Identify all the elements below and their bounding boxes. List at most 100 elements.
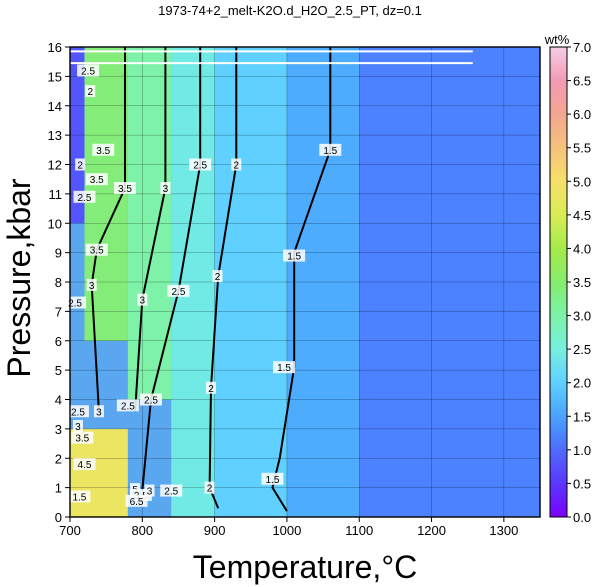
contour-label-box	[204, 481, 215, 494]
colorbar-tick-label: 4.5	[573, 208, 591, 223]
contour-label-box	[73, 190, 96, 203]
x-tick-label: 700	[59, 523, 81, 538]
contour-label-box	[73, 458, 96, 471]
colorbar-tick-label: 5.0	[573, 174, 591, 189]
contour-label: 2.5	[164, 487, 178, 498]
contour-label-box	[144, 484, 155, 497]
contour-line	[134, 47, 167, 412]
contour-labels: 2.523.522.53.53.5 32.5 21.53.532.5 32.521.5…	[64, 64, 342, 508]
colorbar-tick-label: 2.0	[573, 376, 591, 391]
x-tick-label: 900	[204, 523, 226, 538]
contour-label: 1.5	[266, 475, 280, 486]
contour-label: 3.5	[118, 184, 132, 195]
contour-label: 2.5	[193, 161, 207, 172]
colorbar-tick-label: 0.0	[573, 510, 591, 525]
contour-label-box	[206, 381, 216, 394]
colorbar: 0.0 0.5 1.0 1.5 2.0 2.5 3.0 3.5 4.0 4.5 5.0 5.5 6.0 6…	[544, 32, 591, 525]
chart-title: 1973-74+2_melt-K2O.d_H2O_2.5_PT, dz=0.1	[158, 3, 422, 18]
contour-label-box	[125, 494, 148, 507]
contour-label: 3.5	[75, 434, 89, 445]
y-tick-label: 4	[55, 393, 62, 408]
contour-label-box	[72, 419, 83, 432]
contour-label: 3	[140, 296, 146, 307]
contour-label: 2.5	[172, 287, 186, 298]
contour-label: 3.5	[90, 246, 104, 257]
contour-label-box	[75, 158, 86, 171]
y-tick-label: 3	[55, 422, 62, 437]
contour-label: 2.5	[68, 299, 82, 310]
colorbar-tick-label: 6.0	[573, 107, 591, 122]
contour-label-box	[116, 399, 139, 412]
colorbar-tick-label: 1.0	[573, 443, 591, 458]
contour-label-box	[71, 431, 94, 444]
contour-label-box	[139, 393, 162, 406]
contour-label-box	[85, 173, 108, 186]
contour-label: 2	[207, 484, 213, 495]
y-tick-label: 2	[55, 451, 62, 466]
colorbar-tick-label: 0.5	[573, 476, 591, 491]
x-tick-label: 1100	[345, 523, 373, 538]
x-tick-label: 800	[131, 523, 153, 538]
contour-label-box	[160, 182, 171, 194]
contour-label-box	[231, 158, 242, 171]
contour-label-box	[273, 361, 296, 374]
colorbar-tick-label: 3.5	[573, 275, 591, 290]
contour-label-box	[160, 484, 183, 497]
colorbar-label: wt%	[544, 32, 570, 47]
y-tick-label: 7	[55, 304, 62, 319]
y-tick-label: 10	[48, 216, 62, 231]
contour-label-box	[137, 293, 148, 306]
contour-label: 1.5	[277, 363, 291, 374]
contour-label: 1.5	[287, 252, 301, 263]
contour-label-box	[319, 143, 342, 156]
contour-label: 3	[96, 407, 102, 418]
y-tick-label: 9	[55, 246, 62, 261]
x-axis: 700 800 900 1000 1100 1200 1300	[59, 517, 518, 538]
y-tick-label: 13	[48, 128, 62, 143]
contour-label-box	[261, 472, 284, 485]
contour-label-box	[189, 158, 212, 171]
contour-label: 3	[147, 487, 153, 498]
contour-label-box	[86, 278, 97, 291]
contour-label-box	[283, 249, 306, 262]
colorbar-tick-label: 6.5	[573, 74, 591, 89]
contour-label-box	[66, 405, 89, 418]
contour-label-box	[68, 490, 91, 503]
plot-area: 2.523.522.53.53.5 32.5 21.53.532.5 32.521.5…	[64, 46, 541, 518]
contour-label-box	[93, 405, 104, 418]
contour-label: 2.5	[71, 407, 85, 418]
contour-label: 3.5	[96, 146, 110, 157]
contour-label: 4.5	[78, 460, 92, 471]
y-tick-label: 8	[55, 275, 62, 290]
contour-label: 6.5	[130, 497, 144, 508]
x-tick-label: 1300	[489, 523, 518, 538]
colorbar-gradient	[549, 46, 568, 518]
y-tick-label: 5	[55, 363, 62, 378]
contour-label-box	[85, 243, 108, 256]
y-tick-label: 15	[48, 69, 62, 84]
contour-label-box	[85, 85, 96, 98]
contour-label: 2	[208, 384, 214, 395]
y-tick-label: 11	[49, 187, 63, 202]
colorbar-tick-label: 5.5	[573, 141, 591, 156]
contour-label-box	[167, 284, 190, 297]
y-tick-label: 12	[48, 158, 62, 173]
contour-label: 2.5	[78, 193, 92, 204]
contour-label: 2.5	[81, 67, 95, 78]
contour-label: 3	[89, 281, 95, 292]
contour-label-box	[92, 143, 115, 156]
contour-label: 2.5	[144, 396, 158, 407]
contour-label-box	[113, 182, 136, 194]
y-tick-label: 16	[48, 40, 62, 55]
colorbar-tick-label: 7.0	[573, 40, 591, 55]
colorbar-tick-label: 3.0	[573, 309, 591, 324]
colorbar-ticks: 0.0 0.5 1.0 1.5 2.0 2.5 3.0 3.5 4.0 4.5 5.0 5.5 6.0 6…	[567, 40, 591, 525]
colorbar-tick-label: 4.0	[573, 241, 591, 256]
y-tick-label: 0	[55, 510, 62, 525]
contour-label-box	[212, 270, 223, 283]
contour-label: 3	[75, 422, 81, 433]
contour-label: 1.5	[323, 146, 337, 157]
colorbar-tick-label: 2.5	[573, 342, 591, 357]
contour-label: 2	[215, 272, 221, 283]
